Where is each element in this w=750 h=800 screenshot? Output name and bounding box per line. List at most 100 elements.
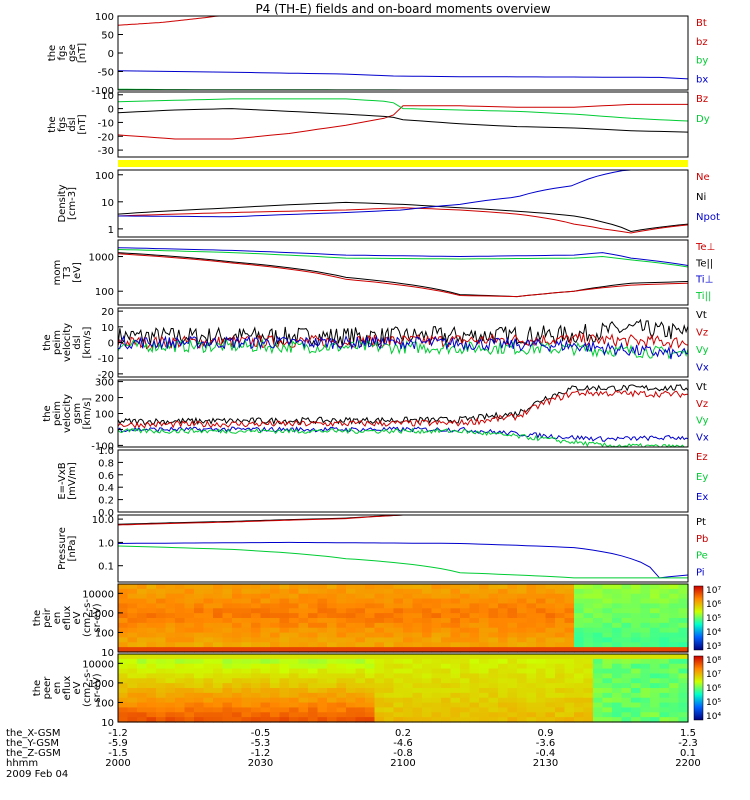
spectrogram-cell xyxy=(346,668,357,675)
spectrogram-cell xyxy=(412,593,423,600)
spectrogram-cell xyxy=(260,654,271,660)
spectrogram-cell xyxy=(526,588,537,595)
spectrogram-cell xyxy=(602,692,613,699)
spectrogram-cell xyxy=(327,673,338,679)
spectrogram-cell xyxy=(146,637,157,643)
colorbar-tick-label: 10⁷ xyxy=(706,670,721,680)
spectrogram-cell xyxy=(555,598,566,605)
spectrogram-cell xyxy=(460,688,471,694)
legend-entry: Ez xyxy=(696,452,708,463)
spectrogram-cell xyxy=(669,622,680,629)
spectrogram-cell xyxy=(241,608,252,614)
spectrogram-cell xyxy=(384,632,395,639)
spectrogram-cell xyxy=(536,632,547,639)
spectrogram-cell xyxy=(536,598,547,605)
legend-entry: Te⊥ xyxy=(695,242,715,253)
spectrogram-cell xyxy=(308,584,319,590)
spectrogram-cell xyxy=(422,702,433,709)
spectrogram-cell xyxy=(222,608,233,614)
spectrogram-cell xyxy=(260,717,271,723)
y-axis-label: [nT] xyxy=(77,114,88,134)
legend-entry: Pe xyxy=(696,551,708,562)
spectrogram-cell xyxy=(450,588,461,595)
spectrogram-cell xyxy=(593,632,604,639)
spectrogram-cell xyxy=(355,627,366,634)
spectrogram-cell xyxy=(137,593,148,600)
flag-bar xyxy=(118,160,688,167)
spectrogram-cell xyxy=(317,663,328,670)
spectrogram-cell xyxy=(384,603,395,609)
spectrogram-cell xyxy=(203,654,214,660)
spectrogram-cell xyxy=(184,688,195,694)
spectrogram-cell xyxy=(289,622,300,629)
colorbar xyxy=(693,655,704,721)
spectrogram-cell xyxy=(127,598,138,605)
spectrogram-cell xyxy=(165,717,176,723)
spectrogram-cell xyxy=(678,678,689,684)
y-tick-label: 0.2 xyxy=(98,496,114,507)
spectrogram-cell xyxy=(469,668,480,675)
spectrogram-cell xyxy=(536,712,547,718)
spectrogram-cell xyxy=(270,654,281,660)
spectrogram-cell xyxy=(165,622,176,629)
spectrogram-cell xyxy=(612,678,623,684)
spectrogram-cell xyxy=(241,598,252,605)
spectrogram-cell xyxy=(184,613,195,619)
spectrogram-cell xyxy=(365,717,376,723)
spectrogram-cell xyxy=(441,673,452,679)
spectrogram-cell xyxy=(222,654,233,660)
spectrogram-cell xyxy=(118,584,129,590)
spectrogram-cell xyxy=(488,683,499,689)
spectrogram-cell xyxy=(479,654,490,660)
spectrogram-cell xyxy=(127,642,138,648)
spectrogram-cell xyxy=(127,697,138,704)
spectrogram-cell xyxy=(669,584,680,590)
spectrogram-cell xyxy=(640,697,651,704)
spectrogram-cell xyxy=(621,707,632,713)
spectrogram-cell xyxy=(194,683,205,689)
spectrogram-cell xyxy=(213,692,224,699)
y-tick-label: -20 xyxy=(98,132,114,143)
spectrogram-cell xyxy=(412,683,423,689)
spectrogram-cell xyxy=(203,658,214,665)
spectrogram-cell xyxy=(555,673,566,679)
legend-entry: Vz xyxy=(696,327,708,338)
spectrogram-cell xyxy=(631,593,642,600)
spectrogram-cell xyxy=(526,613,537,619)
spectrogram-cell xyxy=(118,673,129,679)
spectrogram-cell xyxy=(374,697,385,704)
spectrogram-cell xyxy=(270,613,281,619)
spectrogram-cell xyxy=(118,702,129,709)
panel-frame xyxy=(117,449,689,513)
spectrogram-cell xyxy=(289,608,300,614)
spectrogram-cell xyxy=(260,622,271,629)
y-tick-label: 0.0 xyxy=(98,508,114,519)
spectrogram-cell xyxy=(422,712,433,718)
spectrogram-cell xyxy=(583,608,594,614)
spectrogram-cell xyxy=(260,663,271,670)
series-line-vt xyxy=(117,384,689,426)
spectrogram-cell xyxy=(517,584,528,590)
spectrogram-cell xyxy=(545,658,556,665)
spectrogram-cell xyxy=(422,683,433,689)
spectrogram-cell xyxy=(469,717,480,723)
spectrogram-cell xyxy=(450,654,461,660)
series-line-ni xyxy=(117,201,689,233)
spectrogram-cell xyxy=(574,632,585,639)
spectrogram-cell xyxy=(156,647,167,653)
spectrogram-cell xyxy=(146,717,157,723)
spectrogram-cell xyxy=(678,707,689,713)
spectrogram-cell xyxy=(298,647,309,653)
spectrogram-cell xyxy=(118,642,129,648)
spectrogram-cell xyxy=(327,613,338,619)
colorbar-tick-label: 10⁴ xyxy=(706,628,721,638)
spectrogram-cell xyxy=(479,622,490,629)
spectrogram-cell xyxy=(460,663,471,670)
spectrogram-cell xyxy=(650,584,661,590)
spectrogram-cell xyxy=(222,598,233,605)
spectrogram-cell xyxy=(507,618,518,624)
spectrogram-cell xyxy=(593,678,604,684)
spectrogram-cell xyxy=(146,692,157,699)
spectrogram-cell xyxy=(289,702,300,709)
legend-entry: Vt xyxy=(696,310,707,321)
